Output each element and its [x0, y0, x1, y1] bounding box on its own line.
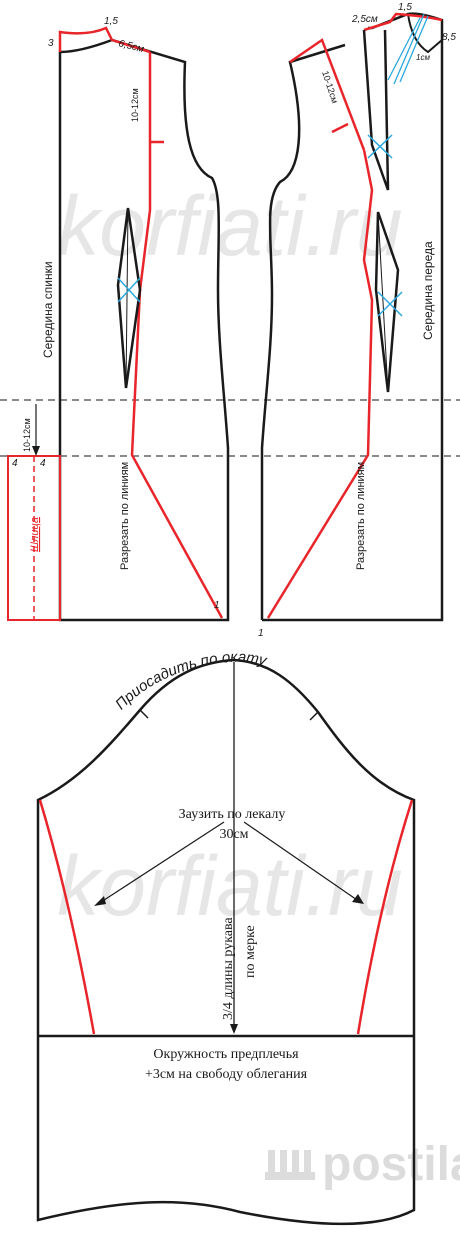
front-pattern: 1,5 2,5см 8,5 1см 10-12см Середина перед… [258, 2, 456, 639]
sleeve-taper-right [356, 799, 414, 1035]
front-dart-axis [377, 211, 389, 393]
back-outline [58, 38, 230, 622]
front-shift-label: 10-12см [320, 70, 340, 105]
back-cut-line [130, 52, 224, 619]
back-neck-height: 1,5 [104, 16, 118, 27]
front-bust-cross-icon [367, 134, 393, 159]
sleeve-notch-right [309, 711, 319, 721]
taper-arrow-left [97, 821, 225, 905]
front-outline [260, 12, 444, 622]
back-cut-label: Разрезать по линиям [119, 462, 131, 570]
sleeve-taper-label-1: Заузить по лекалу [179, 807, 286, 822]
front-neck-red [363, 12, 443, 32]
taper-arrow-right [243, 821, 361, 903]
front-dart-label: 1см [416, 53, 430, 62]
front-shoulder-red [289, 38, 366, 151]
watermark-bottom: korfiati.ru [57, 839, 402, 933]
back-neck-width: 3 [48, 38, 54, 49]
postila-logo: postila.ru [265, 1138, 460, 1191]
slit-label: Шлица [29, 517, 41, 552]
sleeve-length-label-2: по мерке [243, 925, 258, 978]
sleeve-hem-label-2: +3см на свободу облегания [145, 1067, 308, 1082]
back-shift-label: 10-12см [130, 88, 140, 122]
front-neck-depth: 8,5 [442, 32, 456, 43]
back-dart-axis [125, 207, 129, 389]
arrow-down-icon [230, 1024, 238, 1034]
comb-icon [265, 1150, 315, 1180]
front-neck-height: 1,5 [398, 2, 412, 13]
front-cut-line [266, 149, 374, 619]
slit-width-right: 4 [40, 458, 46, 469]
back-center-label: Середина спинки [41, 261, 55, 358]
back-hem-mark: 1 [214, 600, 220, 611]
arrow-right-icon [352, 894, 364, 904]
brand-text: postila.ru [322, 1138, 460, 1191]
front-center-label: Середина переда [421, 241, 435, 340]
arrow-down-icon [32, 446, 40, 456]
slit-shift-label: 10-12см [22, 418, 32, 452]
front-bust-dart [362, 29, 390, 191]
front-hem-mark: 1 [258, 628, 264, 639]
back-shoulder-label: 6,5см [117, 38, 145, 55]
sleeve-length-label-1: 3/4 длины рукава [221, 917, 236, 1020]
watermark-top: korfiati.ru [57, 179, 402, 273]
back-neck-red [58, 26, 151, 54]
back-dart-cross-icon [117, 277, 141, 303]
front-waist-cross-icon [377, 291, 403, 317]
sleeve-hem-label-1: Окружность предплечья [153, 1047, 299, 1062]
front-cut-tick [331, 122, 349, 134]
arrow-left-icon [94, 896, 106, 906]
back-pattern: 1,5 3 6,5см 10-12см Середина спинки Разр… [7, 16, 230, 622]
sleeve-taper-label-2: 30см [219, 827, 248, 842]
front-cut-label: Разрезать по линиям [355, 462, 367, 570]
slit-width-left: 4 [12, 458, 18, 469]
sleeve-notch-left [139, 709, 149, 719]
front-neck-dart [407, 13, 443, 54]
sleeve-taper-left [38, 799, 96, 1035]
front-neck-width: 2,5см [351, 14, 378, 25]
sleeve-cap-label: Приосадить по окату [112, 649, 269, 714]
front-neck-rotation-icon [387, 13, 429, 85]
